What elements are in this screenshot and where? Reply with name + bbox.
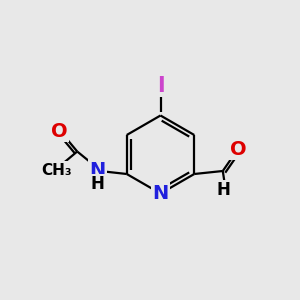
Text: N: N bbox=[89, 161, 106, 180]
Text: H: H bbox=[90, 175, 104, 193]
Text: O: O bbox=[51, 122, 68, 141]
Text: I: I bbox=[157, 76, 164, 95]
Text: N: N bbox=[152, 184, 169, 203]
Text: O: O bbox=[230, 140, 247, 159]
Text: H: H bbox=[217, 181, 231, 199]
Text: CH₃: CH₃ bbox=[41, 163, 71, 178]
